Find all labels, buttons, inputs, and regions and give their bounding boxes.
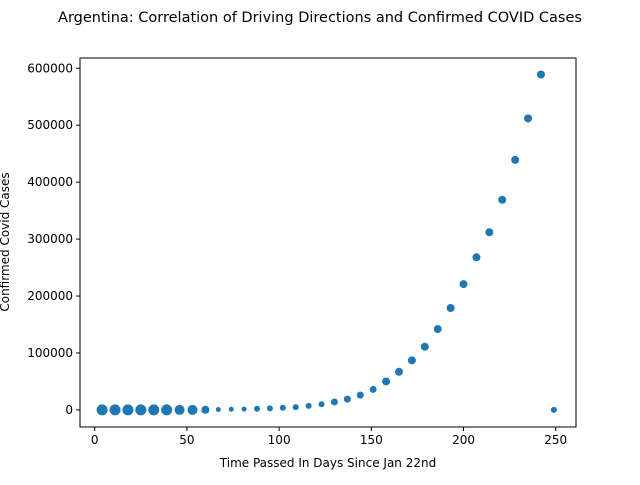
- data-point: [174, 404, 185, 415]
- y-tick-label: 300000: [27, 232, 73, 246]
- x-axis-label: Time Passed In Days Since Jan 22nd: [219, 456, 436, 470]
- data-point: [498, 195, 507, 204]
- data-point: [254, 405, 261, 412]
- data-point: [305, 402, 312, 409]
- data-point: [292, 404, 299, 411]
- plot-frame: [79, 57, 577, 428]
- data-point: [550, 406, 557, 413]
- data-point: [279, 404, 286, 411]
- data-point: [420, 342, 429, 351]
- x-tick-label: 250: [544, 433, 567, 447]
- data-point: [407, 356, 416, 365]
- x-tick-label: 50: [179, 433, 194, 447]
- data-point: [446, 303, 455, 312]
- data-point: [215, 406, 221, 412]
- data-point: [161, 404, 173, 416]
- y-tick-label: 100000: [27, 346, 73, 360]
- data-point: [472, 253, 481, 262]
- y-axis-label: Confirmed Covid Cases: [0, 172, 12, 311]
- data-point: [109, 404, 121, 416]
- chart-title: Argentina: Correlation of Driving Direct…: [58, 10, 582, 26]
- data-point: [318, 401, 325, 408]
- data-point: [135, 404, 147, 416]
- data-point: [187, 404, 198, 415]
- y-tick-label: 0: [65, 403, 73, 417]
- data-point: [343, 395, 351, 403]
- data-point: [459, 280, 468, 289]
- data-point: [433, 325, 442, 334]
- y-tick-label: 600000: [27, 61, 73, 75]
- plot-area: 0 50 100 150 200 250 0 100000 200000 300000 400000…: [27, 57, 577, 447]
- y-tick-label: 500000: [27, 118, 73, 132]
- data-point: [356, 391, 364, 399]
- data-point: [266, 405, 273, 412]
- x-tick-label: 0: [91, 433, 99, 447]
- data-point: [382, 377, 391, 386]
- y-tick-label: 200000: [27, 289, 73, 303]
- data-point: [536, 70, 545, 79]
- data-point: [369, 385, 377, 393]
- x-tick-label: 200: [452, 433, 475, 447]
- y-tick-label: 400000: [27, 175, 73, 189]
- data-point: [96, 404, 108, 416]
- x-tick-label: 100: [268, 433, 291, 447]
- data-point: [148, 404, 160, 416]
- data-point: [228, 406, 234, 412]
- data-point: [201, 405, 210, 414]
- data-point: [122, 404, 134, 416]
- data-point: [485, 228, 494, 237]
- data-point: [330, 398, 338, 406]
- data-point: [524, 114, 533, 123]
- data-point: [511, 155, 520, 164]
- data-point: [394, 367, 403, 376]
- data-point: [241, 406, 247, 412]
- x-tick-label: 150: [360, 433, 383, 447]
